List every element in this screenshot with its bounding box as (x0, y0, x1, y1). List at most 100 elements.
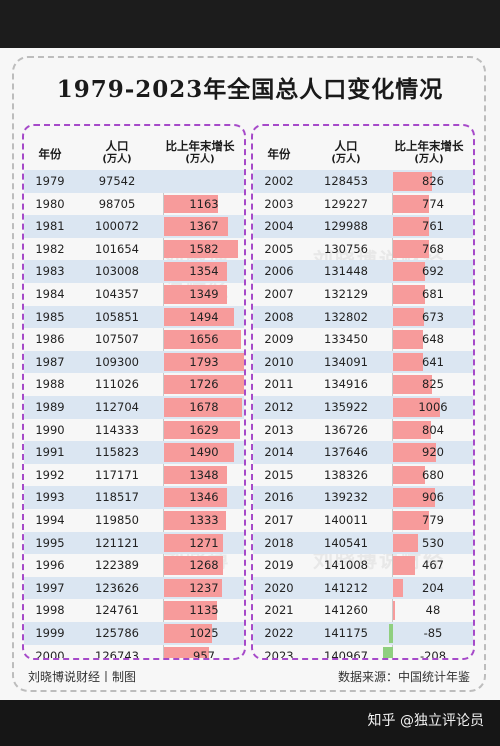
increase-bar (164, 375, 244, 394)
increase-bar (393, 262, 426, 281)
increase-value: 648 (422, 332, 444, 347)
population-cell: 136726 (324, 422, 368, 437)
population-cell: 103008 (95, 264, 139, 279)
table-row: 1994 119850 1333 (24, 509, 244, 532)
table-row: 1988 111026 1726 (24, 373, 244, 396)
table-row: 1997 123626 1237 (24, 576, 244, 600)
year-cell: 2018 (264, 535, 294, 550)
table-row: 2014 137646 920 (253, 441, 473, 464)
increase-bar (164, 420, 241, 440)
increase-value: 1678 (189, 400, 219, 414)
table-row: 1995 121121 1271 (24, 531, 244, 555)
table-row: 2012 135922 1006 (253, 396, 473, 419)
increase-bar (164, 262, 228, 281)
table-row: 2018 140541 530 (253, 531, 473, 555)
increase-bar (393, 488, 436, 507)
population-cell: 122389 (95, 558, 139, 573)
increase-bar (164, 533, 224, 553)
increase-bar (393, 330, 424, 349)
year-cell: 2000 (35, 648, 65, 660)
increase-bar (164, 285, 227, 304)
population-cell: 115823 (95, 445, 139, 460)
increase-value: 1006 (418, 400, 448, 414)
year-cell: 2023 (264, 648, 294, 660)
increase-value: 681 (422, 287, 444, 301)
year-cell: 2013 (264, 422, 294, 437)
table-row: 2002 128453 826 (253, 170, 473, 193)
table-row: 1990 114333 1629 (24, 419, 244, 442)
year-cell: 1989 (35, 400, 65, 414)
table-row: 1999 125786 1025 (24, 622, 244, 645)
year-cell: 2008 (264, 309, 294, 324)
table-row: 2019 141008 467 (253, 554, 473, 577)
population-cell: 98705 (98, 196, 136, 211)
header-year: 年份 (38, 147, 62, 161)
year-cell: 1991 (35, 445, 65, 460)
population-cell: 140541 (324, 535, 368, 550)
table-row: 2013 136726 804 (253, 419, 473, 442)
increase-value: 530 (422, 535, 444, 550)
card-border (12, 56, 486, 692)
population-cell: 141008 (324, 558, 368, 573)
left-table-panel: 年份 人口 (万人) 比上年末增长 (万人) 刘晓博说财经 刘晓博说财经 197… (22, 124, 246, 660)
increase-bar (164, 601, 217, 620)
year-cell: 2006 (264, 264, 294, 279)
population-cell: 133450 (324, 332, 368, 347)
increase-bar (393, 420, 431, 440)
table-row: 1982 101654 1582 (24, 238, 244, 261)
table-row: 1981 100072 1367 (24, 215, 244, 238)
table-row: 2004 129988 761 (253, 215, 473, 238)
population-cell: 137646 (324, 445, 368, 460)
year-cell: 1992 (35, 467, 65, 482)
population-cell: 118517 (95, 490, 139, 505)
table-row: 2009 133450 648 (253, 328, 473, 351)
increase-value: 641 (422, 354, 444, 369)
year-cell: 2009 (264, 332, 294, 347)
increase-value: 1582 (189, 241, 219, 256)
population-cell: 130756 (324, 241, 368, 256)
increase-value: 1656 (189, 332, 219, 347)
increase-value: 680 (422, 467, 444, 482)
header-population-label: 人口 (105, 139, 129, 153)
year-cell: 2011 (264, 377, 294, 392)
year-cell: 2003 (264, 196, 294, 211)
year-cell: 2019 (264, 558, 294, 573)
increase-value: 692 (422, 264, 444, 279)
population-cell: 97542 (98, 174, 136, 188)
table-row: 2003 129227 774 (253, 193, 473, 216)
increase-value: 768 (422, 241, 444, 256)
table-header: 年份 人口 (万人) 比上年末增长 (万人) (24, 126, 244, 170)
year-cell: 2015 (264, 467, 294, 482)
table-row: 2000 126743 957 (24, 645, 244, 660)
increase-value: 1271 (189, 535, 219, 550)
increase-value: 826 (422, 174, 444, 188)
population-cell: 141260 (324, 603, 368, 618)
year-cell: 1999 (35, 626, 65, 640)
increase-value: 673 (422, 309, 444, 324)
population-cell: 111026 (95, 377, 139, 392)
year-cell: 1994 (35, 513, 65, 527)
increase-value: 1367 (189, 219, 219, 234)
table-row: 2015 138326 680 (253, 464, 473, 487)
table-row: 1979 97542 (24, 170, 244, 193)
increase-value: 467 (422, 558, 444, 573)
bottom-band (0, 700, 500, 746)
year-cell: 1995 (35, 535, 65, 550)
increase-bar (164, 556, 224, 575)
population-cell: 119850 (95, 513, 139, 527)
population-cell: 129227 (324, 196, 368, 211)
increase-bar (393, 578, 403, 598)
table-row: 1996 122389 1268 (24, 554, 244, 577)
increase-bar (393, 511, 430, 530)
year-cell: 1993 (35, 490, 65, 505)
increase-value: 1726 (189, 377, 219, 392)
increase-value: 920 (422, 445, 444, 460)
table-row: 2011 134916 825 (253, 373, 473, 396)
increase-bar (164, 578, 222, 598)
population-cell: 141212 (324, 580, 368, 595)
population-cell: 112704 (95, 400, 139, 414)
year-cell: 1988 (35, 377, 65, 392)
year-cell: 1979 (35, 174, 65, 188)
population-cell: 134916 (324, 377, 368, 392)
population-cell: 123626 (95, 580, 139, 595)
